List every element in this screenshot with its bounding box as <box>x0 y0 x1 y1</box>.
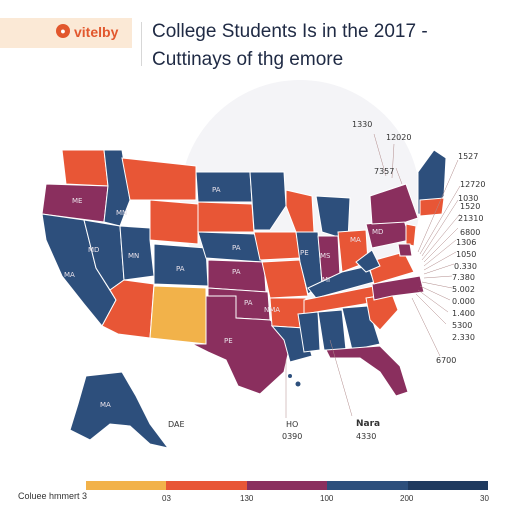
state-label: MA <box>64 271 75 279</box>
state-wyoming <box>149 199 199 245</box>
legend-title: Coluee hmmert 3 <box>18 491 88 501</box>
leader-lines <box>285 133 461 418</box>
state-label: MA <box>100 401 111 409</box>
title-line-1: College Students Is in the 2017 - <box>152 21 428 42</box>
bottom-label-right-2: 4330 <box>356 432 377 441</box>
state-missouri <box>261 259 309 299</box>
state-minnesota <box>249 171 287 231</box>
state-new-mexico <box>149 285 207 345</box>
state-south-dakota <box>197 201 255 233</box>
state-washington <box>61 149 109 187</box>
page-title: College Students Is in the 2017 - Cuttin… <box>152 18 502 74</box>
value-label: 1050 <box>456 250 477 259</box>
state-kansas <box>207 259 267 293</box>
state-iowa <box>253 231 301 261</box>
state-texas <box>191 295 293 395</box>
state-maryland <box>397 243 413 257</box>
bottom-label-right-1: Nara <box>356 419 381 429</box>
state-new-jersey <box>405 223 417 247</box>
value-label: 1030 <box>458 194 479 203</box>
state-mississippi <box>297 311 321 353</box>
state-label: MD <box>372 228 384 236</box>
legend-tick: 130 <box>240 494 254 503</box>
state-label: PE <box>300 249 309 257</box>
legend-tick: 200 <box>400 494 414 503</box>
state-new-york <box>369 183 419 225</box>
value-label: 6700 <box>436 356 457 365</box>
state-label: MN <box>116 209 128 217</box>
legend-tick: 30 <box>480 494 489 503</box>
legend-tick: 100 <box>320 494 334 503</box>
logo-mark-icon: ● <box>56 24 70 38</box>
state-label: PA <box>176 265 185 273</box>
state-label: MI <box>322 276 331 284</box>
state-arizona <box>101 279 155 339</box>
title-divider <box>141 22 142 66</box>
state-florida <box>325 345 409 397</box>
value-label: 1.400 <box>452 309 475 318</box>
value-label: 7357 <box>374 167 395 176</box>
value-label: 5.002 <box>452 285 475 294</box>
logo-text: vitelby <box>74 24 119 40</box>
state-virginia <box>367 251 415 285</box>
state-label: NMA <box>264 306 281 314</box>
state-alabama <box>317 309 347 351</box>
legend-swatch <box>407 481 489 490</box>
brand-logo: ● vitelby <box>0 18 132 48</box>
state-label: PA <box>232 244 241 252</box>
legend-swatch <box>166 481 247 490</box>
legend-swatch <box>86 481 167 490</box>
state-alaska <box>69 371 170 449</box>
state-nebraska <box>197 231 263 263</box>
state-label: PE <box>224 337 233 345</box>
state-hawaii-island-2 <box>295 381 301 387</box>
state-label: PA <box>212 186 221 194</box>
value-label: 12020 <box>386 133 412 142</box>
value-label: 1330 <box>352 120 373 129</box>
state-montana <box>121 157 197 201</box>
state-utah <box>119 225 155 281</box>
state-hawaii-island-1 <box>288 374 292 378</box>
state-label: PA <box>244 299 253 307</box>
state-massachusetts <box>419 197 445 217</box>
value-label: 7.380 <box>452 273 475 282</box>
bottom-label-left-2: 0390 <box>282 432 303 441</box>
value-label: 21310 <box>458 214 484 223</box>
state-label: MD <box>88 246 100 254</box>
bottom-label-left-1: HO <box>286 420 299 429</box>
value-label: 12720 <box>460 180 486 189</box>
state-west-virginia <box>355 249 381 273</box>
value-label: 1527 <box>458 152 479 161</box>
value-label: 2.330 <box>452 333 475 342</box>
state-north-carolina <box>371 275 425 301</box>
value-label: 0.000 <box>452 297 475 306</box>
state-label: MA <box>350 236 361 244</box>
value-label: 5300 <box>452 321 473 330</box>
value-label: 0.330 <box>454 262 477 271</box>
legend-color-bar <box>86 481 489 490</box>
title-line-2: Cuttinays of thg emore <box>152 49 344 70</box>
alaska-label: DAE <box>168 420 185 429</box>
value-label: 1306 <box>456 238 477 247</box>
value-label: 6800 <box>460 228 481 237</box>
legend-swatch <box>246 481 328 490</box>
state-label: MN <box>128 252 140 260</box>
state-label: MS <box>320 252 331 260</box>
state-label: ME <box>72 197 83 205</box>
value-label: 1520 <box>460 202 481 211</box>
state-label: PA <box>232 268 241 276</box>
legend-swatch <box>327 481 408 490</box>
legend-tick: 03 <box>162 494 171 503</box>
state-north-dakota <box>195 171 253 203</box>
